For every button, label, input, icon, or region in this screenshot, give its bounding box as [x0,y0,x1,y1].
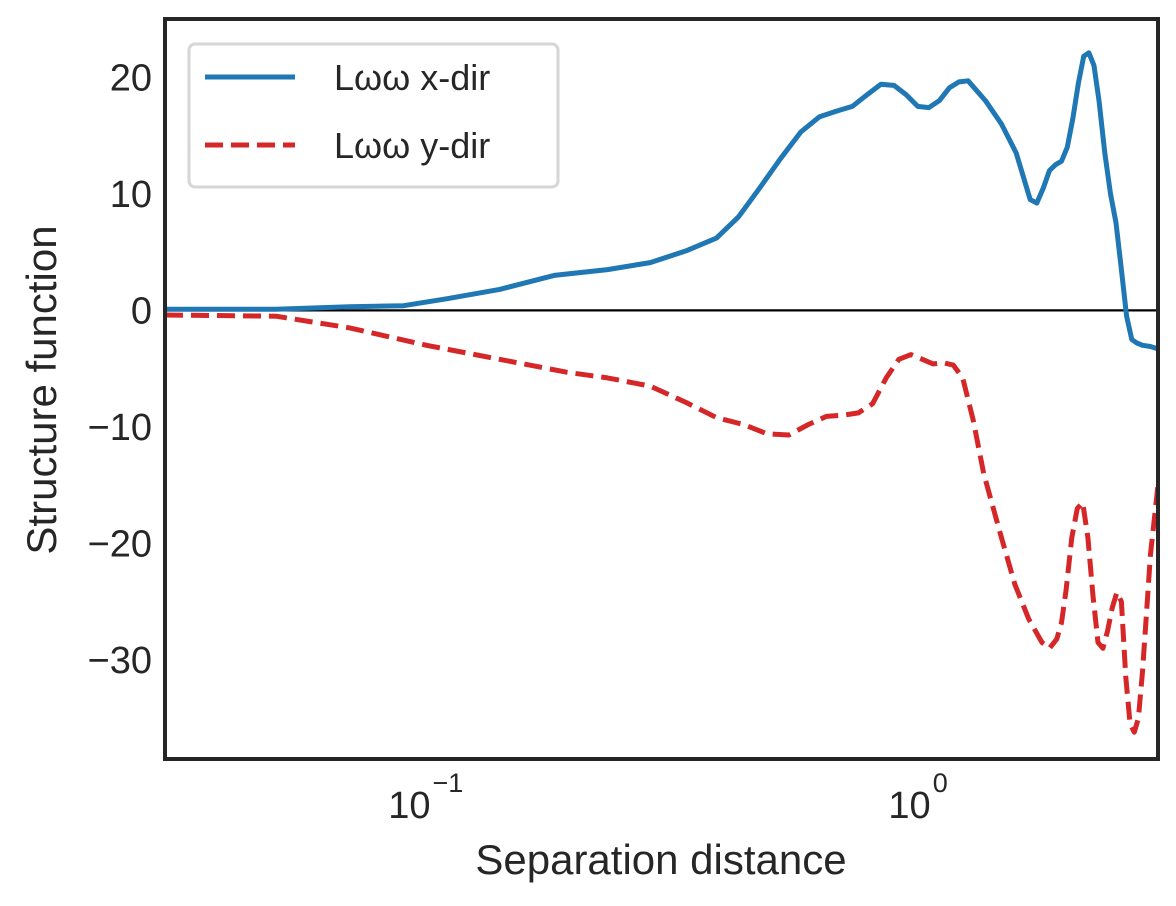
x-tick-base: 10 [888,785,930,827]
x-tick-label: 10−1 [388,768,463,827]
x-axis-label: Separation distance [475,836,846,883]
y-tick-label: −10 [88,407,152,449]
y-tick-label: 10 [110,174,152,216]
legend-label-y-dir: Lωω y-dir [334,125,490,166]
legend-label-x-dir: Lωω x-dir [334,57,490,98]
x-tick-exponent: −1 [433,768,464,798]
plot-frame [163,17,1160,761]
series-line-x-dir [165,50,1158,352]
y-tick-label: 0 [131,290,152,332]
y-tick-label: −20 [88,523,152,565]
legend: Lωω x-dir Lωω y-dir [187,42,560,189]
x-tick-label: 100 [888,768,947,827]
y-tick-label: −30 [88,640,152,682]
y-axis-label: Structure function [18,225,65,554]
y-tick-label: 20 [110,57,152,99]
plot-layer [165,50,1158,735]
x-tick-exponent: 0 [933,768,948,798]
x-tick-base: 10 [388,785,430,827]
legend-frame [187,42,560,189]
series-group [165,50,1158,735]
